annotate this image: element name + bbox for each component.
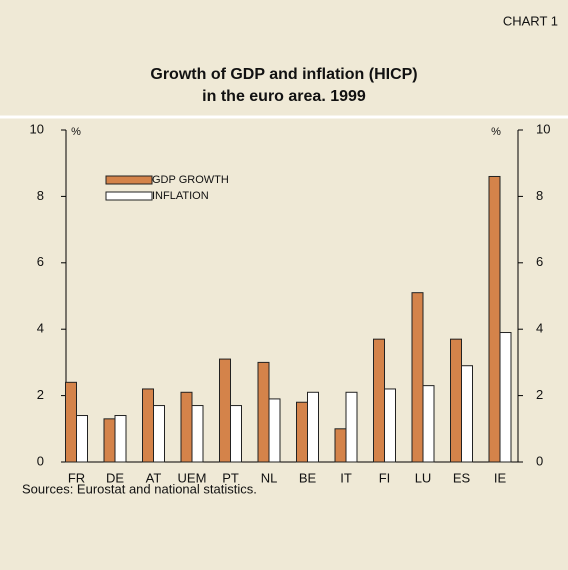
- bar: [153, 405, 165, 463]
- x-tick-label: FI: [379, 470, 391, 485]
- y2-unit: %: [491, 126, 501, 138]
- legend-swatch: [105, 175, 153, 185]
- chart-title: in the euro area. 1999: [202, 88, 366, 105]
- bar: [142, 388, 154, 463]
- bar: [191, 405, 204, 463]
- bar: [461, 365, 473, 463]
- bar: [422, 385, 435, 463]
- x-tick-label: IT: [340, 470, 352, 485]
- x-tick-label: NL: [261, 470, 278, 485]
- bar: [345, 391, 358, 463]
- legend-label: GDP GROWTH: [152, 174, 229, 186]
- y2-tick-label: 2: [536, 387, 543, 402]
- bar: [334, 428, 347, 463]
- y2-tick-label: 10: [536, 121, 550, 136]
- x-tick-label: AT: [146, 470, 162, 485]
- bar: [411, 292, 424, 463]
- y2-tick-label: 6: [536, 254, 543, 269]
- x-tick-label: ES: [453, 470, 471, 485]
- bar: [257, 361, 270, 463]
- y-tick-label: 8: [37, 188, 44, 203]
- bar: [373, 338, 385, 463]
- y-tick-label: 10: [30, 121, 44, 136]
- x-tick-label: UEM: [178, 470, 207, 485]
- bar: [114, 415, 127, 463]
- y-unit: %: [71, 126, 81, 138]
- bar: [65, 381, 77, 463]
- bar: [384, 388, 396, 463]
- bar: [219, 358, 231, 463]
- bar: [268, 398, 281, 463]
- x-tick-label: LU: [415, 470, 432, 485]
- chart-label: CHART 1: [503, 13, 558, 28]
- x-tick-label: FR: [68, 470, 85, 485]
- y2-tick-label: 0: [536, 453, 543, 468]
- y-tick-label: 4: [37, 321, 44, 336]
- y-tick-label: 2: [37, 387, 44, 402]
- bar: [180, 391, 193, 463]
- bar: [488, 175, 501, 463]
- legend-label: INFLATION: [152, 190, 209, 202]
- x-tick-label: IE: [494, 470, 507, 485]
- y2-tick-label: 8: [536, 188, 543, 203]
- bar: [499, 332, 512, 463]
- bar: [450, 338, 462, 463]
- bar: [307, 391, 319, 463]
- bar: [103, 418, 116, 463]
- chart-title: Growth of GDP and inflation (HICP): [150, 66, 417, 83]
- y-tick-label: 6: [37, 254, 44, 269]
- bar: [76, 415, 88, 463]
- y-tick-label: 0: [37, 453, 44, 468]
- x-tick-label: PT: [222, 470, 239, 485]
- y2-tick-label: 4: [536, 321, 543, 336]
- source: Sources: Eurostat and national statistic…: [22, 481, 257, 496]
- bar: [296, 401, 308, 463]
- x-tick-label: DE: [106, 470, 124, 485]
- legend-swatch: [105, 191, 153, 201]
- bar: [230, 405, 242, 463]
- x-tick-label: BE: [299, 470, 317, 485]
